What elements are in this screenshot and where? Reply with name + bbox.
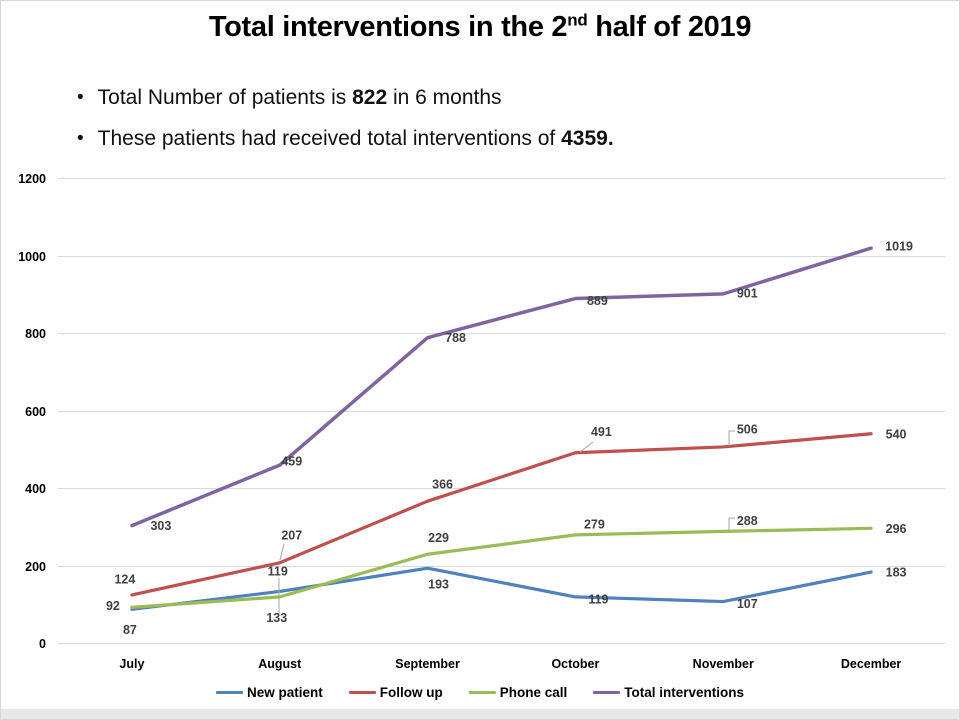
y-axis-tick-label: 600 [25, 405, 46, 419]
y-axis-tick-label: 1200 [18, 172, 46, 186]
x-axis-label: October [551, 657, 599, 671]
y-axis-tick-label: 400 [25, 482, 46, 496]
legend-swatch [468, 690, 496, 695]
data-label: 366 [432, 478, 453, 492]
data-label-leader-line [279, 543, 285, 561]
slide-title-superscript: nd [567, 10, 588, 30]
legend-swatch [215, 690, 243, 695]
bullet-marker: • [77, 128, 84, 149]
legend-label: Follow up [379, 685, 443, 700]
data-label: 279 [584, 517, 605, 531]
legend-item-new-patient: New patient [215, 685, 323, 700]
data-label: 119 [268, 564, 288, 578]
y-axis-tick-label: 200 [25, 560, 46, 574]
data-label: 1019 [885, 240, 913, 254]
series-line-total-interventions [130, 246, 873, 528]
legend-swatch [348, 690, 376, 695]
legend-item-follow-up: Follow up [348, 685, 443, 700]
series-line-phone-call [130, 526, 873, 609]
data-label: 788 [445, 331, 466, 345]
data-label: 183 [886, 566, 907, 580]
data-label: 288 [737, 514, 758, 528]
bullet-item: • These patients had received total inter… [77, 126, 614, 152]
series-line-new-patient [130, 566, 873, 611]
x-axis-label: December [841, 657, 902, 671]
slide-title: Total interventions in the 2nd half of 2… [1, 11, 959, 44]
chart-legend: New patient Follow up Phone call Total inte… [1, 685, 959, 700]
legend-label: Phone call [499, 685, 568, 700]
slide-title-text: Total interventions in the 2 [208, 11, 568, 43]
legend-swatch [593, 690, 621, 695]
y-axis-tick-label: 800 [25, 327, 46, 341]
y-axis-tick-label: 0 [39, 637, 46, 651]
x-axis-label: July [119, 657, 144, 671]
legend-label: Total interventions [624, 685, 745, 700]
data-label: 491 [591, 425, 612, 439]
data-label: 92 [106, 599, 120, 613]
bullet-marker: • [77, 87, 84, 108]
legend-item-phone-call: Phone call [468, 685, 568, 700]
data-label: 901 [737, 286, 758, 300]
data-label: 107 [737, 597, 758, 611]
data-label: 459 [281, 455, 302, 469]
x-axis-label: November [693, 657, 754, 671]
y-axis-tick-label: 1000 [18, 250, 46, 264]
legend-label: New patient [246, 685, 323, 700]
x-axis-label: September [395, 657, 460, 671]
series-line-follow-up [130, 432, 873, 597]
data-label: 229 [428, 531, 449, 545]
data-label: 303 [150, 519, 171, 533]
data-label: 133 [266, 611, 287, 625]
slide-title-suffix: half of 2019 [587, 11, 752, 43]
bullet-text: These patients had received total interv… [97, 127, 614, 150]
data-label-leader-line [579, 441, 594, 453]
bullet-item: • Total Number of patients is 822 in 6 mo… [77, 85, 614, 111]
data-label: 889 [587, 294, 608, 308]
bullet-text: Total Number of patients is 822 in 6 mon… [97, 86, 502, 109]
data-label-leader-line [728, 517, 735, 530]
x-axis-label: August [258, 657, 302, 671]
data-label: 193 [428, 578, 449, 592]
data-label: 119 [588, 592, 608, 606]
data-label: 207 [281, 528, 302, 542]
data-label: 124 [114, 572, 135, 586]
data-label: 506 [737, 422, 758, 436]
legend-item-total-interventions: Total interventions [593, 685, 744, 700]
data-label: 540 [886, 427, 907, 441]
bullet-list: • Total Number of patients is 822 in 6 mo… [77, 85, 614, 167]
data-label: 87 [123, 623, 137, 637]
bottom-strip [1, 709, 959, 719]
data-label: 296 [886, 522, 907, 536]
data-label-leader-line [728, 430, 735, 446]
